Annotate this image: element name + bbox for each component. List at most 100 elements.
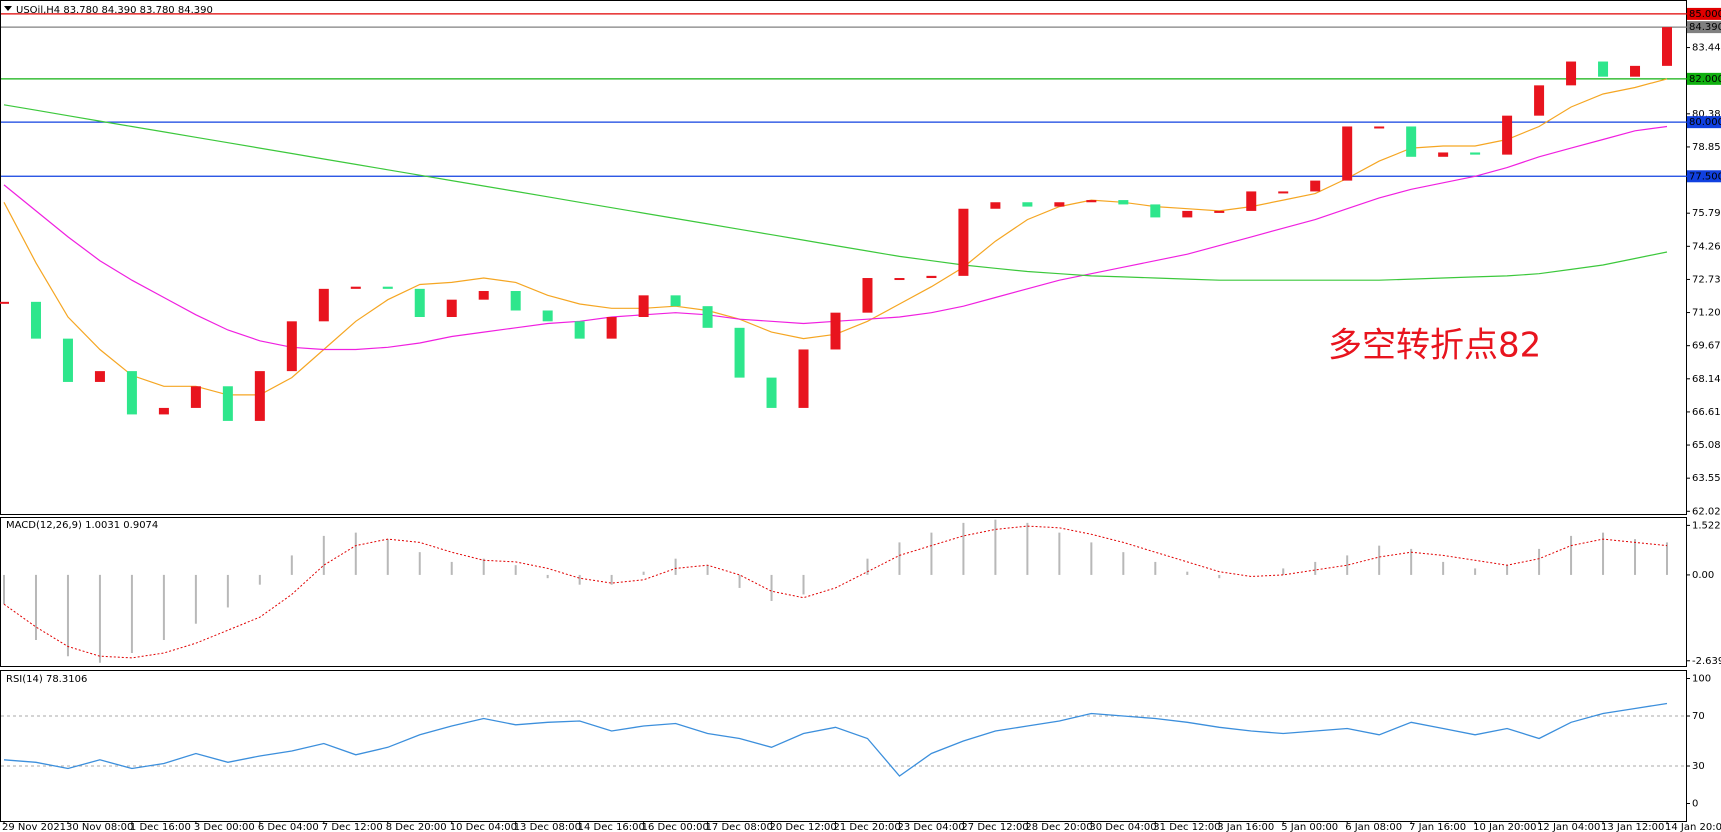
candle (1150, 204, 1161, 218)
candle (126, 371, 137, 415)
candle (1534, 85, 1545, 116)
x-tick-label: 31 Dec 12:00 (1153, 822, 1220, 832)
y-tick-label: 0 (1692, 799, 1698, 810)
level-label-box (1687, 72, 1721, 85)
candle (382, 286, 393, 289)
candle (318, 288, 329, 322)
moving-average (3, 104, 1668, 281)
y-tick-label: 100 (1692, 674, 1711, 685)
y-tick-label: 63.555 (1692, 473, 1721, 484)
level-label-box (1687, 21, 1721, 34)
candle (1182, 210, 1193, 218)
y-tick-label: 68.145 (1692, 374, 1721, 385)
candle (1438, 152, 1449, 157)
candle (1246, 191, 1257, 211)
candle (1502, 115, 1513, 155)
x-tick-label: 30 Nov 08:00 (66, 822, 133, 832)
candle (702, 306, 713, 328)
x-tick-label: 8 Dec 20:00 (386, 822, 447, 832)
candle (862, 278, 873, 313)
x-tick-label: 14 Dec 16:00 (578, 822, 645, 832)
level-label: 82.000 (1689, 74, 1721, 85)
y-tick-label: 83.445 (1692, 43, 1721, 54)
candle (510, 291, 521, 311)
x-tick-label: 1 Dec 16:00 (130, 822, 191, 832)
macd-panel (0, 517, 1687, 667)
x-tick-label: 14 Jan 20:00 (1665, 822, 1721, 832)
signal-line (3, 525, 1668, 659)
y-tick-label: 69.675 (1692, 341, 1721, 352)
x-tick-label: 13 Dec 08:00 (514, 822, 581, 832)
x-tick-label: 17 Dec 08:00 (706, 822, 773, 832)
candle (478, 291, 489, 300)
candle (1662, 27, 1672, 66)
x-tick-label: 30 Dec 04:00 (1089, 822, 1156, 832)
candle (30, 301, 41, 339)
level-label-box (1687, 116, 1721, 129)
candle (94, 371, 105, 382)
rsi-title: RSI(14) 78.3106 (6, 674, 87, 685)
candle (0, 301, 9, 304)
candle (1118, 200, 1129, 205)
x-tick-label: 12 Jan 04:00 (1537, 822, 1600, 832)
x-tick-label: 16 Dec 00:00 (642, 822, 709, 832)
candle (1598, 61, 1609, 77)
rsi-panel (0, 670, 1687, 822)
x-tick-label: 7 Jan 16:00 (1409, 822, 1466, 832)
y-tick-label: 66.615 (1692, 407, 1721, 418)
candle (446, 299, 457, 317)
level-label-box (1687, 7, 1721, 20)
candle (62, 338, 73, 382)
level-label: 80.000 (1689, 117, 1721, 128)
candle (158, 407, 169, 415)
candle (190, 386, 201, 408)
candle (1086, 200, 1097, 203)
candle (606, 316, 617, 339)
candle (1054, 202, 1065, 207)
x-tick-label: 29 Nov 2021 (2, 822, 66, 832)
candle (1310, 180, 1321, 192)
x-tick-label: 6 Jan 08:00 (1345, 822, 1402, 832)
x-tick-label: 6 Dec 04:00 (258, 822, 319, 832)
candle (958, 208, 969, 276)
candle (222, 386, 233, 421)
x-tick-label: 13 Jan 12:00 (1601, 822, 1664, 832)
candle (1374, 126, 1385, 129)
rsi-line (3, 702, 1668, 777)
y-tick-label: 72.735 (1692, 274, 1721, 285)
x-tick-label: 3 Jan 16:00 (1217, 822, 1274, 832)
candle (830, 312, 841, 350)
candle (254, 371, 265, 421)
y-tick-label: 1.5227 (1692, 520, 1721, 531)
candle (990, 202, 1001, 209)
annotation: 多空转折点82 (1328, 326, 1541, 366)
candle (1630, 65, 1641, 77)
macd-title: MACD(12,26,9) 1.0031 0.9074 (6, 520, 158, 531)
x-tick-label: 27 Dec 12:00 (961, 822, 1028, 832)
y-tick-label: 80.385 (1692, 109, 1721, 120)
y-tick-label: 70 (1692, 711, 1705, 722)
candle (894, 278, 905, 281)
x-tick-label: 10 Dec 04:00 (450, 822, 517, 832)
candle (414, 288, 425, 317)
candle (574, 321, 585, 339)
candle (766, 377, 777, 408)
candle (1278, 191, 1289, 194)
y-tick-label: 78.855 (1692, 142, 1721, 153)
candle (926, 275, 937, 279)
y-tick-label: 30 (1692, 761, 1705, 772)
candle (1022, 202, 1033, 207)
candle (1342, 126, 1353, 181)
level-label-box (1687, 170, 1721, 183)
y-tick-label: 65.085 (1692, 440, 1721, 451)
menu-arrow (4, 6, 12, 11)
main-title: USOil,H4 83.780 84.390 83.780 84.390 (16, 5, 213, 16)
x-tick-label: 21 Dec 20:00 (834, 822, 901, 832)
candle (734, 327, 745, 378)
x-tick-label: 10 Jan 20:00 (1473, 822, 1536, 832)
x-tick-label: 7 Dec 12:00 (322, 822, 383, 832)
candle (1566, 61, 1577, 86)
candle (670, 295, 681, 307)
y-tick-label: 75.795 (1692, 208, 1721, 219)
